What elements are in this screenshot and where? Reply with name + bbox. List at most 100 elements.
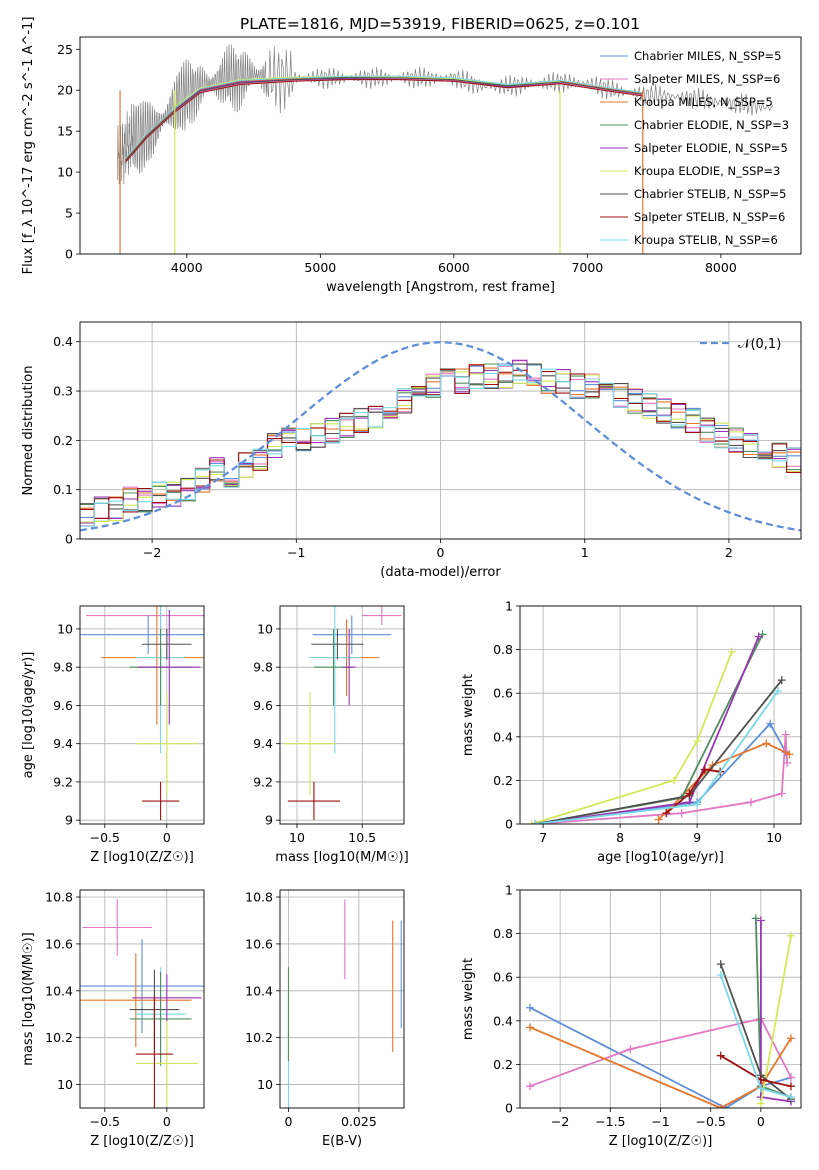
weight-marker — [700, 765, 709, 774]
x-axis-label: Z [log10(Z/Z☉)] — [609, 1134, 713, 1149]
x-tick-label: 8000 — [705, 260, 737, 275]
weight-marker — [751, 914, 760, 923]
y-tick-label: 0.2 — [53, 433, 73, 448]
y-tick-label: 10 — [57, 1077, 73, 1092]
y-tick-label: 10.4 — [245, 983, 273, 998]
y-axis-label: Flux [f_λ 10^-17 erg cm^-2 s^-1 A^-1] — [21, 17, 36, 275]
y-axis-label: age [log10(age/yr)] — [21, 652, 36, 779]
y-tick-label: 0.2 — [493, 773, 513, 788]
chart-mass-vs-EBV: 0 0.025 10 10.2 10.4 10.6 10.8 E(B-V) — [245, 890, 405, 1149]
y-tick-label: 10 — [57, 621, 73, 636]
weight-marker — [727, 647, 736, 656]
weight-marker — [526, 1003, 535, 1012]
legend-entry: Kroupa MILES, N_SSP=5 — [634, 95, 773, 109]
y-tick-label: 9.2 — [53, 774, 73, 789]
x-tick-label: −1 — [651, 1114, 669, 1129]
y-tick-label: 1 — [505, 883, 513, 898]
plot-area — [287, 899, 402, 1108]
weight-marker — [785, 750, 794, 759]
y-tick-label: 0 — [65, 532, 73, 547]
chart-residuals: −2 −1 0 1 2 0 0.1 0.2 0.3 0.4 (data-model)/error No… — [21, 321, 802, 580]
x-tick-label: 8 — [616, 830, 624, 845]
y-tick-label: 0.4 — [53, 334, 73, 349]
x-axis-label: mass [log10(M/M☉)] — [275, 850, 408, 865]
y-tick-label: 5 — [65, 206, 73, 221]
y-tick-label: 10.8 — [245, 890, 273, 905]
x-tick-label: −0.5 — [90, 1114, 120, 1129]
weight-marker — [754, 632, 763, 641]
legend-entry: Salpeter MILES, N_SSP=6 — [634, 72, 780, 86]
plot-area — [80, 899, 204, 1108]
x-axis-label: (data-model)/error — [380, 565, 501, 580]
y-tick-label: 10.6 — [45, 936, 73, 951]
legend-entry: Chabrier STELIB, N_SSP=5 — [634, 187, 786, 201]
y-tick-label: 9.6 — [253, 698, 273, 713]
plot-group: 4000 5000 6000 7000 80000510152025wavelength… — [21, 17, 802, 1149]
y-tick-label: 0.4 — [493, 1013, 513, 1028]
x-tick-label: −2 — [143, 545, 161, 560]
y-tick-label: 10.2 — [45, 1030, 73, 1045]
model-spectrum-line — [125, 75, 644, 159]
x-tick-label: 7 — [539, 830, 547, 845]
observed-spectrum-line — [117, 44, 774, 185]
y-axis-label: mass weight — [461, 958, 476, 1040]
chart-spectrum: 4000 5000 6000 7000 8000 0 5 10 15 20 25 wavelength… — [21, 17, 802, 295]
y-tick-label: 20 — [57, 83, 73, 98]
x-tick-label: 10 — [766, 830, 782, 845]
weight-marker — [773, 687, 782, 696]
weight-marker — [526, 1082, 535, 1091]
weight-marker — [654, 815, 663, 824]
y-axis-label: mass [log10(M/M☉)] — [21, 932, 36, 1065]
weight-line — [657, 742, 790, 821]
residual-histogram-step — [80, 364, 801, 527]
chart-mass-vs-Z: −0.5 0 10 10.2 10.4 10.6 10.8 Z [log10(Z/Z☉)] ma… — [21, 890, 205, 1149]
plot-area — [80, 341, 801, 532]
weight-marker — [756, 916, 765, 925]
y-tick-label: 0.3 — [53, 384, 73, 399]
weight-line — [531, 651, 733, 824]
x-tick-label: 9 — [693, 830, 701, 845]
legend-entry: Salpeter ELODIE, N_SSP=5 — [634, 141, 788, 155]
x-axis-label: E(B-V) — [322, 1134, 362, 1149]
y-tick-label: 0.1 — [53, 482, 73, 497]
weight-line — [529, 1017, 792, 1088]
x-tick-label: 1 — [581, 545, 589, 560]
x-axis-label: Z [log10(Z/Z☉)] — [90, 1134, 194, 1149]
y-tick-label: 0.8 — [493, 926, 513, 941]
plot-area — [80, 606, 204, 821]
x-tick-label: −1 — [287, 545, 305, 560]
x-tick-label: −2 — [551, 1114, 569, 1129]
chart-age-vs-Z: −0.5 0 9 9.2 9.4 9.6 9.8 10 Z [log10(Z/Z☉)] age [… — [21, 605, 205, 865]
y-tick-label: 15 — [57, 124, 73, 139]
x-tick-label: 0 — [163, 1114, 171, 1129]
weight-marker — [756, 1084, 765, 1093]
axes-frame — [519, 889, 802, 1109]
weight-marker — [777, 789, 786, 798]
y-tick-label: 9.2 — [253, 774, 273, 789]
y-tick-label: 10 — [257, 621, 273, 636]
weight-marker — [786, 1082, 795, 1091]
weight-marker — [762, 739, 771, 748]
normal-reference-curve — [80, 341, 801, 532]
y-tick-label: 10.4 — [45, 983, 73, 998]
x-tick-label: 0 — [284, 1114, 292, 1129]
chart-weight-vs-age: 7 8 9 10 0 0.2 0.4 0.6 0.8 1 age [log10(age/yr)] ma… — [461, 599, 802, 865]
x-tick-label: −1.5 — [595, 1114, 625, 1129]
y-tick-label: 0.8 — [493, 642, 513, 657]
weight-marker — [716, 1104, 725, 1108]
y-tick-label: 9 — [265, 813, 273, 828]
x-axis-label: age [log10(age/yr)] — [597, 850, 724, 865]
x-tick-label: 7000 — [571, 260, 603, 275]
legend-entry: Salpeter STELIB, N_SSP=6 — [634, 210, 785, 224]
x-axis-label: Z [log10(Z/Z☉)] — [90, 850, 194, 865]
x-tick-label: 10.5 — [348, 830, 376, 845]
weight-line — [529, 1006, 792, 1108]
plot-area — [526, 914, 795, 1108]
weight-marker — [685, 789, 694, 798]
y-axis-label: Normed distribution — [21, 366, 36, 496]
y-tick-label: 9.4 — [53, 736, 73, 751]
axes-frame — [79, 605, 205, 825]
y-tick-label: 1 — [505, 599, 513, 614]
y-tick-label: 0 — [505, 817, 513, 832]
